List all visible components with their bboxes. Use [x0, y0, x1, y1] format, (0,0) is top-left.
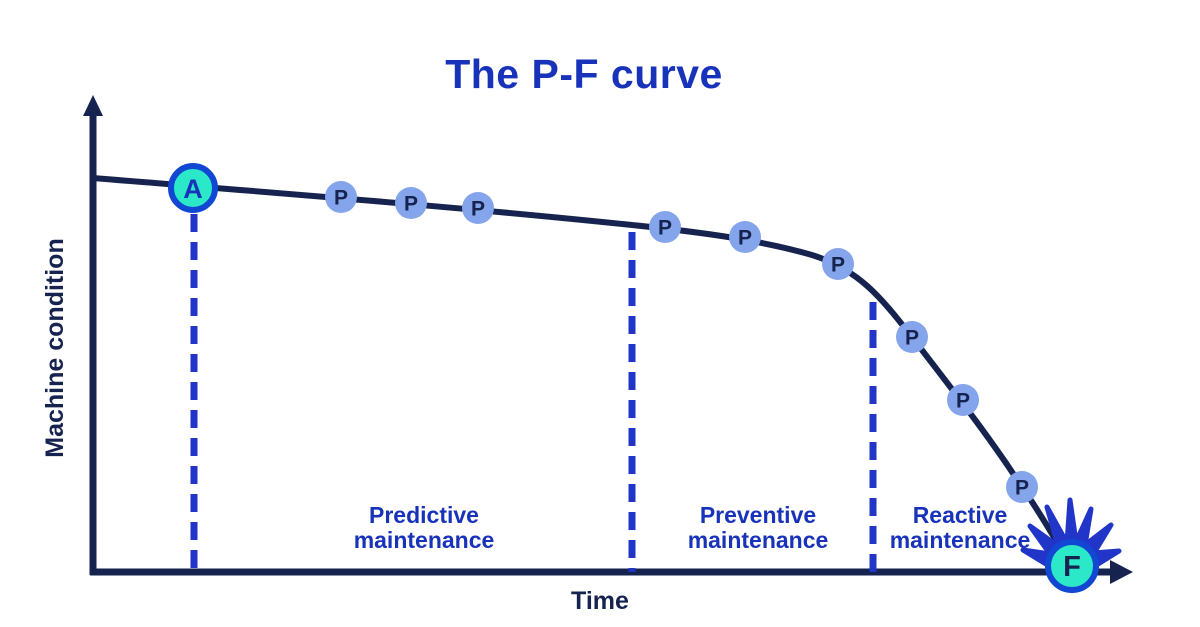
p-marker-label: P	[404, 193, 418, 216]
failure-marker-circle	[1045, 539, 1099, 593]
p-marker-label: P	[956, 390, 970, 413]
p-marker-label: P	[738, 227, 752, 250]
region-label-preventive: Preventive maintenance	[688, 502, 829, 553]
region-labels: Predictive maintenance Preventive maintenan…	[354, 502, 1031, 553]
p-marker-1	[325, 181, 357, 213]
p-marker-9	[1006, 471, 1038, 503]
p-marker-label: P	[471, 198, 485, 221]
region-label-predictive: Predictive maintenance	[354, 502, 495, 553]
x-axis-arrow-icon	[1110, 560, 1133, 584]
p-marker-label: P	[831, 254, 845, 277]
p-marker-label: P	[905, 327, 919, 350]
p-markers: P P P P P P P P P	[325, 181, 1038, 503]
p-marker-7	[896, 321, 928, 353]
region-label-reactive: Reactive maintenance	[890, 502, 1031, 553]
p-marker-3	[462, 192, 494, 224]
start-marker-a: A	[168, 163, 218, 213]
failure-marker-label: F	[1063, 551, 1081, 583]
p-marker-label: P	[334, 187, 348, 210]
y-axis-label: Machine condition	[41, 238, 69, 457]
explosion-icon	[1020, 497, 1122, 567]
page-title: The P-F curve	[445, 51, 723, 97]
x-axis-label: Time	[571, 587, 629, 615]
start-marker-label: A	[183, 174, 203, 204]
p-marker-label: P	[658, 217, 672, 240]
zone-dividers	[190, 214, 877, 572]
p-marker-6	[822, 248, 854, 280]
p-marker-8	[947, 384, 979, 416]
p-marker-4	[649, 211, 681, 243]
failure-marker-f: F	[1020, 497, 1122, 593]
p-marker-label: P	[1015, 477, 1029, 500]
y-axis-arrow-icon	[83, 95, 103, 116]
p-marker-5	[729, 221, 761, 253]
start-marker-circle	[168, 163, 218, 213]
p-marker-2	[395, 187, 427, 219]
